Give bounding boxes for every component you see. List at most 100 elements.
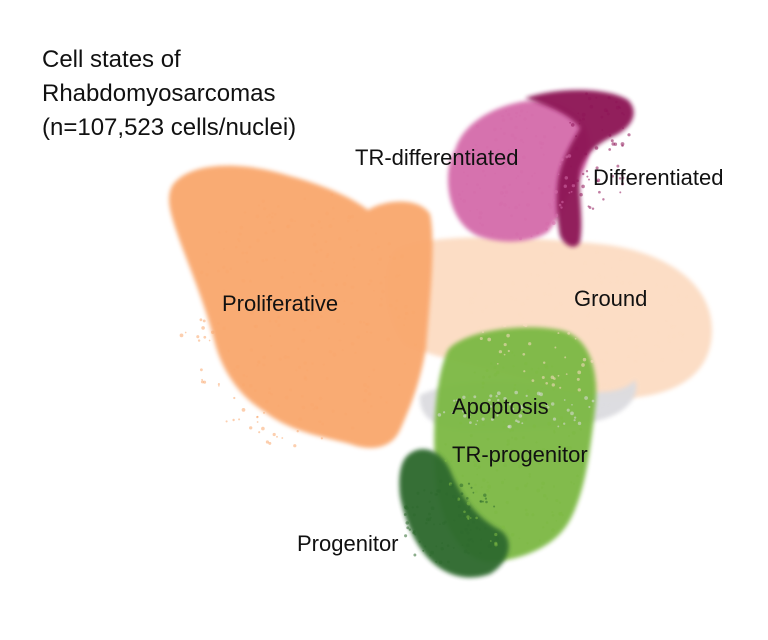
cell-dot bbox=[395, 274, 399, 278]
cell-dot bbox=[589, 104, 594, 109]
cell-dot bbox=[667, 335, 670, 339]
cell-dot bbox=[199, 368, 203, 372]
cell-dot bbox=[320, 315, 323, 318]
cell-dot bbox=[458, 513, 462, 518]
cell-dot bbox=[536, 488, 541, 493]
cell-dot bbox=[514, 437, 518, 441]
cell-dot bbox=[370, 405, 373, 408]
cell-dot bbox=[334, 283, 338, 287]
cell-dot bbox=[551, 221, 556, 225]
cell-dot bbox=[502, 185, 507, 189]
cell-dot bbox=[245, 375, 248, 378]
cell-dot bbox=[681, 335, 684, 338]
cell-dot bbox=[575, 135, 578, 138]
cell-dot bbox=[277, 315, 280, 319]
cell-dot bbox=[377, 262, 379, 265]
cell-dot bbox=[461, 474, 464, 477]
cell-dot bbox=[197, 339, 201, 342]
cell-dot bbox=[511, 436, 514, 439]
cell-dot bbox=[338, 339, 342, 342]
cell-dot bbox=[512, 365, 515, 368]
cell-dot bbox=[310, 403, 314, 407]
cell-dot bbox=[621, 112, 624, 115]
cell-dot bbox=[303, 361, 307, 365]
cell-dot bbox=[602, 294, 606, 297]
cell-dot bbox=[541, 387, 543, 390]
cell-dot bbox=[577, 388, 581, 392]
cell-dot bbox=[307, 303, 311, 307]
cell-dot bbox=[486, 481, 489, 484]
cell-dot bbox=[196, 335, 200, 339]
cell-dot bbox=[620, 281, 625, 285]
cell-dot bbox=[649, 297, 653, 301]
cell-dot bbox=[579, 119, 582, 122]
cell-dot bbox=[573, 482, 575, 485]
cell-dot bbox=[617, 338, 620, 341]
cell-dot bbox=[455, 399, 458, 402]
cell-dot bbox=[536, 231, 539, 235]
cell-dot bbox=[497, 407, 501, 411]
cell-dot bbox=[363, 383, 367, 387]
cell-dot bbox=[201, 326, 205, 330]
cell-dot bbox=[588, 206, 592, 209]
cell-dot bbox=[503, 203, 507, 207]
cell-dot bbox=[596, 180, 599, 183]
cell-dot bbox=[359, 320, 362, 324]
cell-dot bbox=[647, 295, 649, 298]
cell-dot bbox=[522, 436, 525, 439]
cell-dot bbox=[604, 351, 608, 354]
cell-dot bbox=[424, 545, 427, 548]
cell-dot bbox=[503, 478, 506, 481]
cell-dot bbox=[611, 267, 613, 269]
cell-dot bbox=[616, 276, 618, 279]
cell-dot bbox=[463, 156, 467, 160]
cell-dot bbox=[481, 386, 484, 389]
cell-dot bbox=[261, 426, 265, 431]
cell-dot bbox=[567, 332, 571, 335]
cell-dot bbox=[470, 310, 474, 314]
cell-dot bbox=[660, 358, 665, 362]
cell-dot bbox=[599, 314, 603, 317]
cell-dot bbox=[620, 142, 625, 146]
cell-dot bbox=[287, 356, 290, 359]
cell-dot bbox=[569, 121, 571, 124]
cell-dot bbox=[472, 301, 475, 304]
cell-dot bbox=[534, 135, 538, 138]
cell-dot bbox=[256, 364, 259, 367]
cell-dot bbox=[534, 390, 537, 393]
cell-dot bbox=[233, 368, 236, 371]
cell-dot bbox=[627, 133, 631, 137]
cell-dot bbox=[270, 393, 273, 396]
cell-dot bbox=[513, 136, 517, 140]
cell-dot bbox=[524, 484, 528, 488]
cell-dot bbox=[551, 513, 555, 517]
cell-dot bbox=[513, 461, 516, 465]
cell-dot bbox=[519, 404, 523, 408]
cell-dot bbox=[484, 305, 488, 309]
cell-dot bbox=[569, 446, 572, 449]
cell-dot bbox=[549, 205, 553, 209]
cell-dot bbox=[277, 323, 281, 327]
cell-dot bbox=[585, 92, 588, 96]
cell-dot bbox=[548, 293, 552, 297]
cell-dot bbox=[387, 242, 391, 246]
cell-dot bbox=[227, 349, 230, 353]
cell-dot bbox=[549, 252, 554, 257]
cell-dot bbox=[303, 197, 306, 200]
cell-dot bbox=[554, 190, 559, 194]
cell-dot bbox=[609, 281, 612, 284]
cell-dot bbox=[508, 206, 511, 209]
cell-dot bbox=[475, 399, 479, 402]
cell-dot bbox=[561, 200, 564, 204]
cell-dot bbox=[523, 418, 527, 422]
cell-dot bbox=[537, 285, 539, 288]
cell-dot bbox=[239, 225, 244, 230]
cell-dot bbox=[538, 539, 541, 542]
cell-dot bbox=[582, 172, 585, 176]
cell-dot bbox=[356, 335, 360, 339]
cell-dot bbox=[513, 387, 516, 391]
cell-dot bbox=[524, 508, 528, 512]
cell-dot bbox=[564, 176, 569, 180]
cell-dot bbox=[238, 239, 241, 243]
cell-dot bbox=[643, 352, 647, 356]
